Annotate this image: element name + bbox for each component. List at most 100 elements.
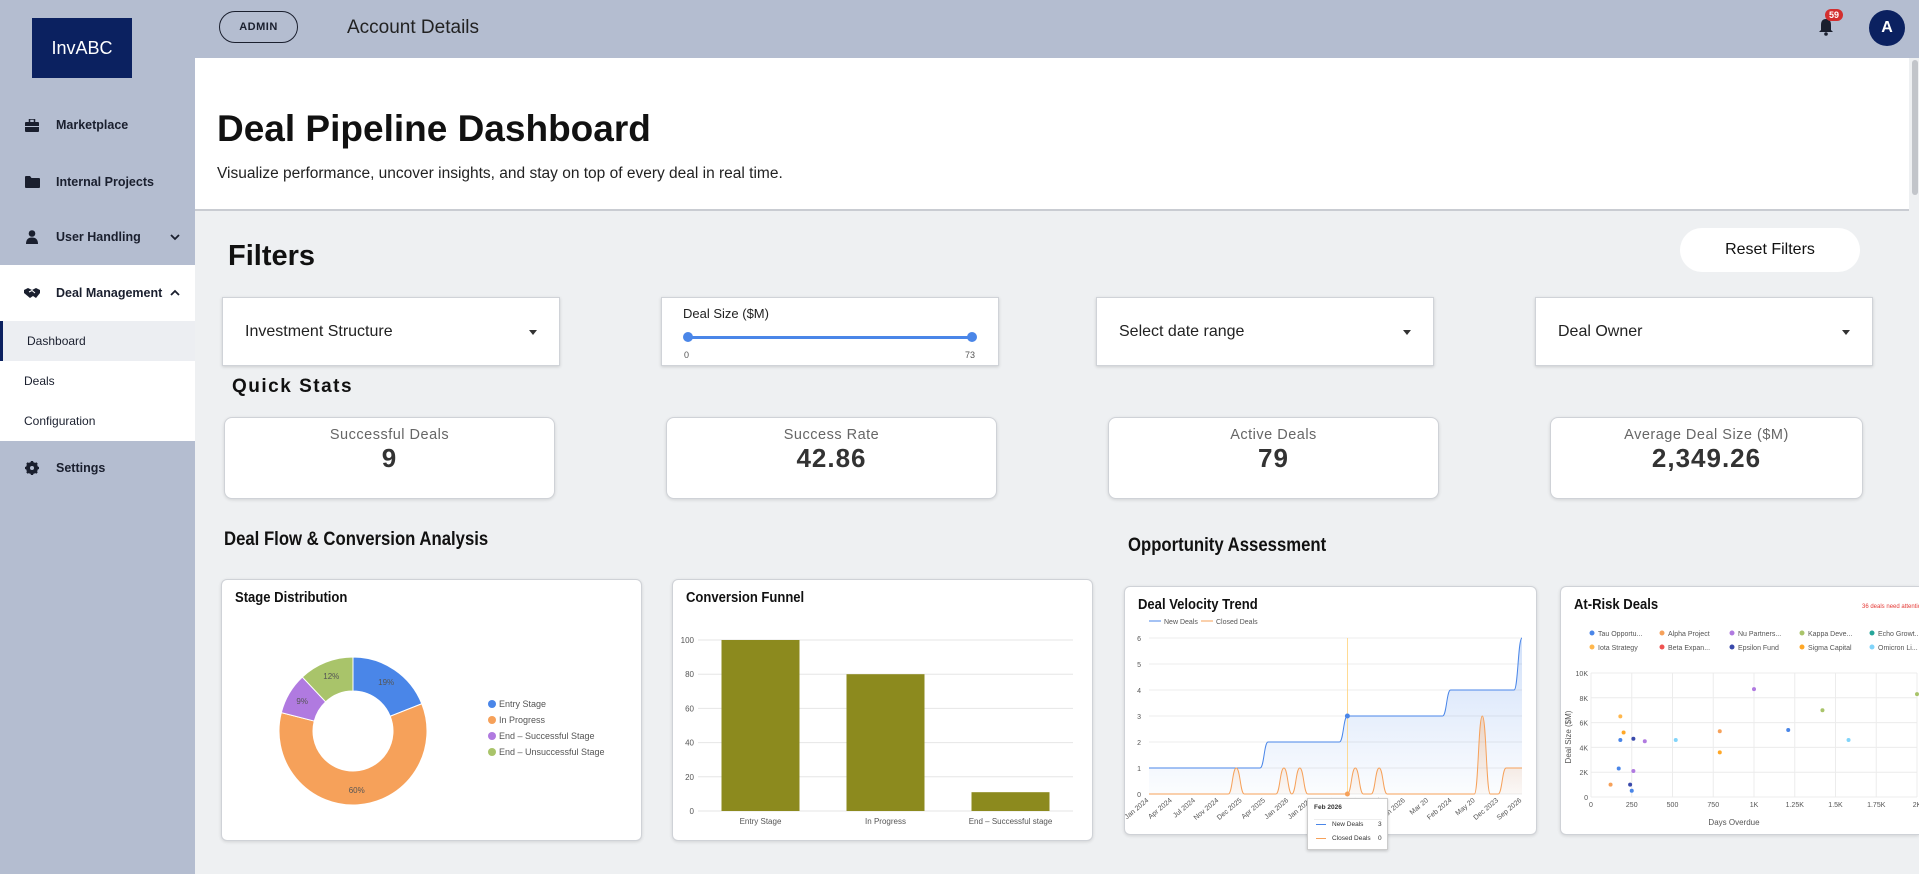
dropdown-arrow-icon [529, 330, 537, 335]
role-badge[interactable]: ADMIN [219, 11, 298, 43]
scatter-point [1631, 768, 1636, 773]
sidebar-item-internal-projects[interactable]: Internal Projects [0, 162, 195, 202]
slider-min-handle[interactable] [683, 332, 693, 342]
select-value: Deal Owner [1558, 322, 1643, 340]
x-tick-label: Sep 2026 [1496, 797, 1524, 822]
y-tick-label: 100 [681, 636, 695, 645]
dashboard-subtitle: Visualize performance, uncover insights,… [217, 165, 783, 182]
slider-min-value: 0 [684, 350, 690, 360]
dashboard-title: Deal Pipeline Dashboard [217, 108, 651, 149]
stat-value: 79 [1258, 443, 1289, 473]
legend-swatch [1729, 644, 1735, 650]
tooltip-row-label: New Deals [1332, 821, 1364, 828]
y-tick-label: 8K [1579, 696, 1588, 703]
y-tick-label: 0 [1584, 795, 1588, 802]
chart-tooltip: Feb 2026 New Deals 3 Closed Deals 0 [1307, 798, 1388, 850]
briefcase-icon [24, 117, 40, 133]
legend-label: Closed Deals [1216, 619, 1258, 626]
bar [721, 640, 800, 811]
bar [971, 792, 1050, 811]
chevron-up-icon[interactable] [169, 287, 181, 299]
y-tick-label: 4 [1137, 688, 1141, 695]
x-tick-label: Nov 2024 [1193, 797, 1221, 822]
stat-label: Successful Deals [329, 427, 450, 443]
sidebar-item-label: Internal Projects [56, 175, 154, 189]
sidebar-item-deal-management[interactable]: Deal Management [0, 265, 195, 321]
scatter-point [1631, 736, 1636, 741]
notification-bell-icon[interactable] [1818, 18, 1838, 38]
stage-distribution-chart: 19% 60% 9% 12% Entry Stage In Progress End – S… [278, 656, 605, 806]
sidebar-item-label: Deal Management [56, 286, 163, 300]
x-tick-label: 1K [1750, 802, 1759, 809]
deal-size-slider[interactable]: Deal Size ($M) 0 73 [661, 297, 999, 366]
sidebar-item-settings[interactable]: Settings [0, 448, 195, 488]
y-tick-label: 20 [685, 773, 694, 782]
reset-filters-button[interactable]: Reset Filters [1680, 228, 1860, 272]
legend-label: Alpha Project [1668, 631, 1710, 638]
x-tick-label: Dec 2025 [1216, 797, 1244, 822]
date-range-select[interactable]: Select date range [1096, 297, 1434, 366]
y-tick-label: 6 [1137, 636, 1141, 643]
x-tick-label: In Progress [865, 817, 906, 826]
page-title: Account Details [347, 17, 480, 38]
stat-value: 9 [381, 443, 398, 473]
chevron-down-icon[interactable] [169, 231, 181, 243]
submenu-item-deals[interactable]: Deals [24, 374, 55, 388]
y-tick-label: 2K [1579, 770, 1588, 777]
y-axis-label: Deal Size ($M) [1564, 710, 1573, 763]
stat-value: 42.86 [796, 443, 867, 473]
dropdown-arrow-icon [1403, 330, 1411, 335]
scatter-point [1618, 737, 1623, 742]
hero-banner: Deal Pipeline Dashboard Visualize perfor… [195, 58, 1909, 211]
scatter-point [1752, 687, 1756, 692]
y-tick-label: 80 [685, 670, 694, 679]
legend-swatch [1589, 630, 1595, 636]
avatar[interactable]: A [1869, 10, 1905, 46]
scrollbar-thumb[interactable] [1912, 60, 1918, 195]
submenu-item-dashboard[interactable]: Dashboard [0, 321, 195, 361]
folder-icon [24, 174, 40, 190]
stat-card-active-deals: Active Deals 79 [1108, 417, 1439, 499]
tooltip-swatch [1316, 838, 1326, 839]
x-tick-label: 250 [1626, 802, 1638, 809]
slider-track[interactable] [688, 336, 972, 339]
stat-label: Average Deal Size ($M) [1624, 427, 1789, 443]
chart-title: Deal Velocity Trend [1138, 597, 1258, 613]
legend-swatch [488, 716, 496, 724]
submenu-item-configuration[interactable]: Configuration [24, 414, 96, 428]
investment-structure-select[interactable]: Investment Structure [222, 297, 560, 366]
filters-heading: Filters [228, 240, 316, 272]
pie-slice-label: 9% [296, 697, 308, 706]
legend-swatch [1799, 644, 1805, 650]
chart-title: Conversion Funnel [686, 590, 805, 606]
opportunity-heading: Opportunity Assessment [1128, 535, 1327, 556]
scrollbar-track[interactable] [1910, 58, 1919, 874]
pie-slice-label: 12% [323, 672, 339, 681]
stat-card-successful-deals: Successful Deals 9 [224, 417, 555, 499]
deal-owner-select[interactable]: Deal Owner [1535, 297, 1873, 366]
legend-label: End – Unsuccessful Stage [499, 747, 605, 757]
select-value: Investment Structure [245, 322, 393, 340]
y-tick-label: 5 [1137, 662, 1141, 669]
handshake-icon [24, 285, 40, 301]
legend-swatch [1729, 630, 1735, 636]
stage-distribution-card: Stage Distribution 19% 60% 9% 12% Entry Stag… [221, 579, 642, 841]
sidebar-item-marketplace[interactable]: Marketplace [0, 105, 195, 145]
slider-max-handle[interactable] [967, 332, 977, 342]
scatter-point [1642, 739, 1647, 744]
scatter-point [1846, 737, 1851, 742]
x-tick-label: Apr 2025 [1241, 797, 1267, 821]
legend-label: Entry Stage [499, 699, 546, 709]
series-line-closed-deals [1148, 715, 1522, 795]
scatter-point [1820, 708, 1825, 713]
app-logo[interactable]: InvABC [32, 18, 132, 78]
deal-management-submenu: Dashboard Deals Configuration [0, 321, 195, 441]
conversion-funnel-card: Conversion Funnel 0 20 40 60 80 100 Entry Stag… [672, 579, 1093, 841]
y-tick-label: 3 [1137, 714, 1141, 721]
sidebar-item-label: Marketplace [56, 118, 129, 132]
y-tick-label: 1 [1137, 766, 1141, 773]
scatter-point [1621, 730, 1626, 735]
legend-swatch [1869, 630, 1875, 636]
x-tick-label: Apr 2024 [1147, 797, 1173, 821]
sidebar-item-user-handling[interactable]: User Handling [0, 217, 195, 257]
